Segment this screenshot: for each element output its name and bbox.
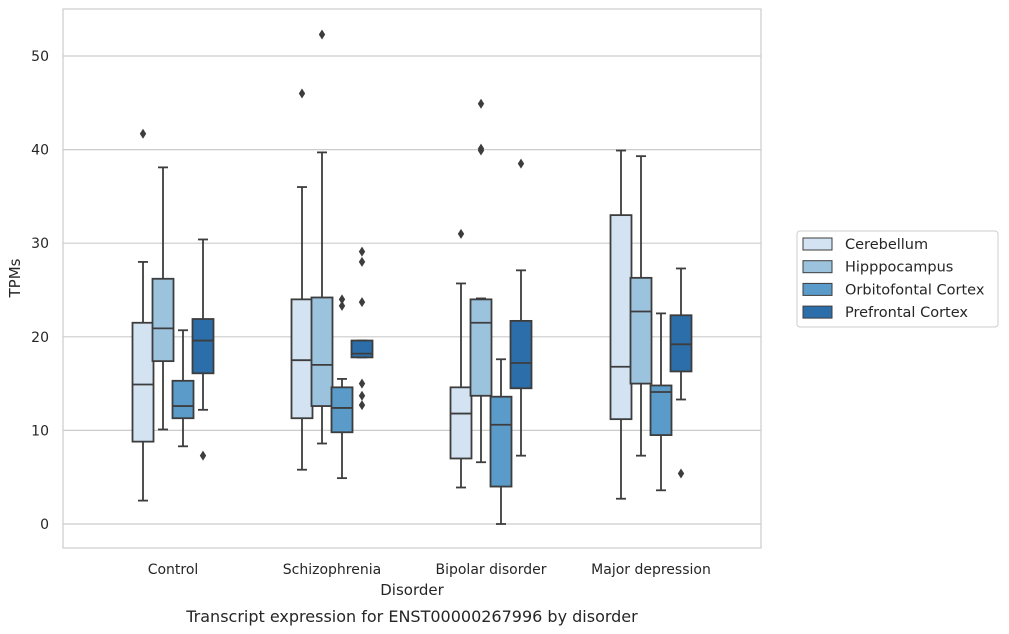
chart-caption: Transcript expression for ENST0000026799… [185,607,638,626]
box-iqr [191,318,215,375]
outlier-point [477,143,485,154]
box-1-1 [310,29,334,445]
legend-label: Hipppocampus [845,260,953,276]
box-iqr [469,298,493,397]
y-axis-label: TPMs [6,258,24,298]
box-2-1 [469,98,493,464]
outlier-point [318,29,326,40]
y-tick-label: 50 [31,49,49,65]
outlier-point [457,228,465,239]
box-2-0 [449,228,473,489]
x-tick-label: Major depression [591,562,711,578]
outlier-point [677,468,685,479]
box-iqr [449,386,473,460]
box-iqr [489,395,513,488]
y-tick-label: 10 [31,423,49,439]
box-iqr [509,319,533,390]
box-3-3 [669,267,693,479]
box-iqr [151,277,175,363]
legend-swatch [802,282,833,296]
box-0-3 [191,238,215,461]
box-iqr [609,214,633,421]
y-tick-label: 20 [31,330,49,346]
x-tick-label: Control [148,562,199,578]
box-0-1 [151,166,175,431]
outlier-point [477,98,485,109]
outlier-point [358,256,366,267]
y-tick-label: 0 [40,517,49,533]
box-iqr [350,339,374,359]
outlier-point [358,297,366,308]
box-iqr [171,379,195,420]
legend-label: Orbitofontal Cortex [845,282,985,298]
box-1-2 [330,294,354,480]
box-1-0 [290,88,314,471]
legend-frame [796,230,999,328]
plot-frame [62,8,762,549]
legend-swatch [802,237,833,251]
outlier-point [358,390,366,401]
legend-label: Prefrontal Cortex [845,305,968,321]
box-iqr [649,384,673,436]
box-iqr [310,296,334,407]
box-1-3 [350,246,374,411]
box-plot-layer [131,29,693,525]
outlier-point [358,400,366,411]
box-2-2 [489,358,513,525]
outlier-point [338,294,346,305]
outlier-point [358,378,366,389]
box-3-1 [629,155,653,457]
box-iqr [131,321,155,443]
outlier-point [358,246,366,257]
box-0-2 [171,329,195,448]
box-3-2 [649,312,673,492]
outlier-point [139,128,147,139]
legend-swatch [802,260,833,274]
box-iqr [629,276,653,385]
box-2-3 [509,158,533,457]
legend-swatch [802,305,833,319]
outlier-point [298,88,306,99]
outlier-point [338,300,346,311]
box-iqr [330,386,354,434]
x-tick-label: Bipolar disorder [435,562,546,578]
x-tick-label: Schizophrenia [283,562,381,578]
box-iqr [669,314,693,373]
box-3-0 [609,149,633,500]
gridlines [63,55,761,525]
outlier-point [517,158,525,169]
legend: Cerebellum Hipppocampus Orbitofontal Corte… [796,230,999,328]
y-tick-label: 30 [31,236,49,252]
y-tick-labels: 0 10 20 30 40 50 [31,49,49,533]
box-iqr [290,298,314,420]
x-axis-label: Disorder [380,581,444,599]
y-tick-label: 40 [31,143,49,159]
box-0-0 [131,128,155,502]
outlier-point [199,450,207,461]
x-tick-labels: Control Schizophrenia Bipolar disorder Majo… [148,562,711,578]
legend-label: Cerebellum [845,237,928,253]
